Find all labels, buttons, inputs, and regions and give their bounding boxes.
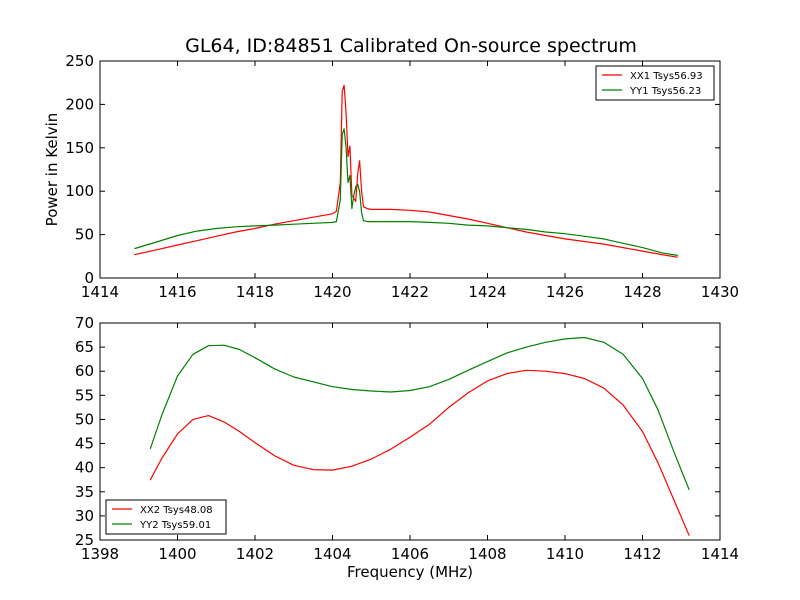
x-tick-label-2-4: 1406 bbox=[391, 545, 429, 563]
y-tick-label-2-8: 65 bbox=[75, 338, 94, 356]
y-tick-label-2-4: 45 bbox=[75, 435, 94, 453]
legend-2: XX2 Tsys48.08 YY2 Tsys59.01 bbox=[105, 499, 227, 535]
legend-1: XX1 Tsys56.93 YY1 Tsys56.23 bbox=[595, 65, 715, 101]
x-tick-label-1-5: 1424 bbox=[468, 283, 506, 301]
y-tick-label-1-5: 250 bbox=[65, 52, 94, 70]
y-tick-label-2-9: 70 bbox=[75, 314, 94, 332]
x-tick-label-2-6: 1410 bbox=[546, 545, 584, 563]
y-tick-label-1-1: 50 bbox=[75, 226, 94, 244]
series-line-2-2 bbox=[149, 336, 690, 490]
x-tick-label-2-5: 1408 bbox=[468, 545, 506, 563]
x-tick-label-1-6: 1426 bbox=[546, 283, 584, 301]
series-line-1-1 bbox=[134, 84, 678, 258]
legend-label-1-2: YY1 Tsys56.23 bbox=[629, 86, 701, 97]
chart-panel-1: 1414 1416 1418 1420 1422 1424 1426 1428 1430 0 50 1… bbox=[43, 52, 739, 301]
y-tick-label-2-0: 25 bbox=[75, 531, 94, 549]
x-tick-label-2-8: 1414 bbox=[701, 545, 739, 563]
x-axis-label-2: Frequency (MHz) bbox=[347, 563, 473, 581]
x-tick-label-1-2: 1418 bbox=[236, 283, 274, 301]
y-tick-label-1-2: 100 bbox=[65, 182, 94, 200]
series-group-2 bbox=[149, 336, 690, 536]
legend-label-1-1: XX1 Tsys56.93 bbox=[630, 71, 703, 82]
series-group-1 bbox=[134, 84, 678, 258]
y-tick-label-1-3: 150 bbox=[65, 139, 94, 157]
y-tick-label-1-0: 0 bbox=[84, 269, 94, 287]
series-line-2-1 bbox=[149, 369, 690, 536]
legend-box-2 bbox=[105, 499, 227, 535]
chart-panel-2: 1398 1400 1402 1404 1406 1408 1410 1412 1414 25 30… bbox=[75, 314, 739, 581]
x-tick-label-1-0: 1414 bbox=[81, 283, 119, 301]
x-tick-label-2-3: 1404 bbox=[313, 545, 351, 563]
y-axis-label-1: Power in Kelvin bbox=[43, 113, 61, 227]
y-tick-label-2-5: 50 bbox=[75, 410, 94, 428]
legend-label-2-1: XX2 Tsys48.08 bbox=[140, 505, 213, 516]
x-tick-label-2-0: 1398 bbox=[81, 545, 119, 563]
y-tick-label-2-3: 40 bbox=[75, 459, 94, 477]
x-tick-label-1-1: 1416 bbox=[158, 283, 196, 301]
y-tick-label-1-4: 200 bbox=[65, 95, 94, 113]
x-tick-label-2-7: 1412 bbox=[623, 545, 661, 563]
x-tick-label-2-2: 1402 bbox=[236, 545, 274, 563]
x-tick-label-1-4: 1422 bbox=[391, 283, 429, 301]
y-tick-label-2-7: 60 bbox=[75, 362, 94, 380]
legend-label-2-2: YY2 Tsys59.01 bbox=[139, 520, 211, 531]
series-line-1-2 bbox=[134, 128, 678, 256]
chart-title: GL64, ID:84851 Calibrated On-source spec… bbox=[185, 35, 637, 57]
y-tick-label-2-2: 35 bbox=[75, 483, 94, 501]
x-tick-label-1-8: 1430 bbox=[701, 283, 739, 301]
y-tick-label-2-1: 30 bbox=[75, 507, 94, 525]
x-tick-label-1-7: 1428 bbox=[623, 283, 661, 301]
x-tick-label-1-3: 1420 bbox=[313, 283, 351, 301]
y-tick-label-2-6: 55 bbox=[75, 386, 94, 404]
x-tick-label-2-1: 1400 bbox=[158, 545, 196, 563]
legend-box-1 bbox=[595, 65, 715, 101]
